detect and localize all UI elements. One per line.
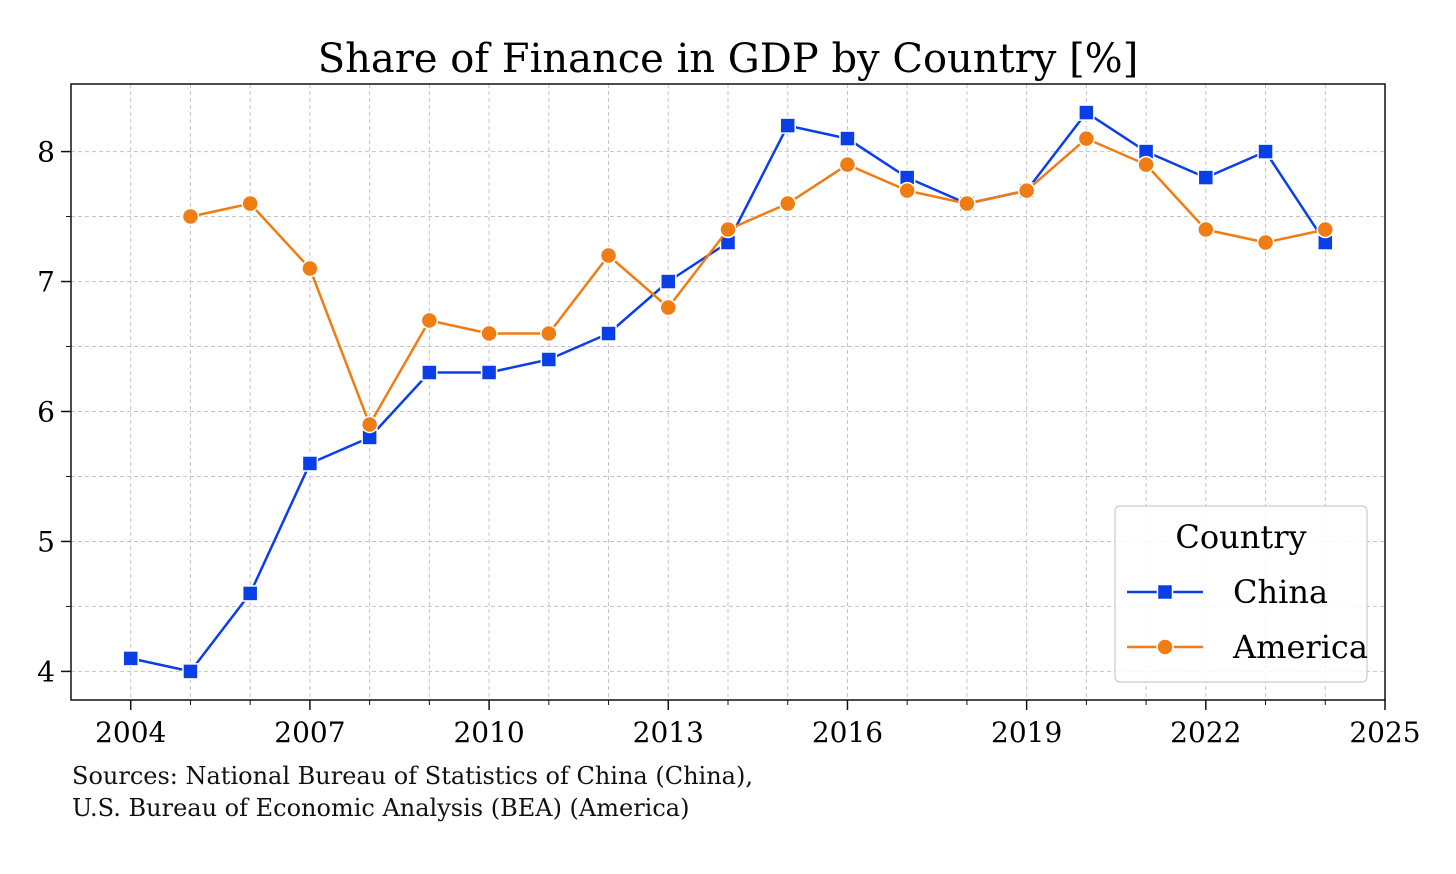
america-point [898, 181, 916, 200]
series-america [181, 129, 1335, 434]
legend-label: America [1232, 628, 1368, 666]
china-point [540, 351, 558, 368]
x-tick-label: 2013 [633, 716, 704, 749]
america-point [540, 324, 558, 343]
china-point [421, 364, 438, 381]
x-tick-label: 2010 [453, 716, 524, 749]
china-point [241, 585, 259, 602]
america-point [599, 246, 618, 265]
source-note: Sources: National Bureau of Statistics o… [72, 760, 753, 824]
china-point [480, 364, 498, 381]
america-point [1077, 129, 1096, 148]
y-tick-label: 5 [37, 525, 55, 558]
legend-label: China [1233, 573, 1328, 611]
china-point [779, 117, 796, 134]
america-point [1017, 181, 1036, 200]
x-tick-label: 2025 [1349, 716, 1420, 749]
america-point [360, 415, 379, 434]
america-point [958, 194, 976, 213]
series-layer [122, 104, 1335, 680]
legend-title: Country [1175, 518, 1306, 556]
china-point [1078, 104, 1095, 121]
legend-item-china: China [1127, 573, 1328, 611]
america-point [719, 220, 737, 239]
america-point [1256, 233, 1275, 252]
x-tick-label: 2004 [95, 716, 166, 749]
y-tick-label: 4 [37, 655, 55, 688]
china-point [301, 455, 319, 472]
america-point [659, 298, 678, 317]
america-point [778, 194, 797, 213]
legend-swatch-marker [1156, 583, 1174, 601]
y-tick-label: 8 [37, 136, 55, 169]
america-point [420, 311, 439, 330]
america-point [181, 207, 200, 226]
america-point [301, 259, 319, 278]
source-line-1: Sources: National Bureau of Statistics o… [72, 762, 753, 790]
america-point [1197, 220, 1215, 239]
legend-box [1114, 505, 1368, 683]
x-tick-label: 2016 [812, 716, 883, 749]
china-point [660, 273, 677, 290]
y-tick-label: 7 [37, 266, 55, 299]
legend: Country China America [1114, 505, 1368, 683]
x-tick-label: 2019 [991, 716, 1062, 749]
china-point [1257, 143, 1274, 160]
america-line [190, 137, 1326, 426]
source-line-2: U.S. Bureau of Economic Analysis (BEA) (… [72, 794, 690, 822]
america-point [838, 155, 857, 174]
legend-item-america: America [1127, 628, 1368, 666]
america-point [480, 324, 498, 343]
y-tick-label: 6 [37, 395, 55, 428]
x-tick-label: 2022 [1170, 716, 1241, 749]
x-tick-label: 2007 [274, 716, 345, 749]
china-point [182, 663, 199, 680]
china-point [1197, 169, 1215, 186]
america-point [1137, 155, 1155, 174]
series-china [122, 104, 1334, 680]
chart-title: Share of Finance in GDP by Country [%] [318, 36, 1139, 82]
china-point [122, 650, 139, 667]
axes: 2004 2007 2010 2013 2016 2019 2022 2025 4 5 6 7 8 [37, 83, 1421, 749]
america-point [1316, 220, 1335, 239]
america-point [241, 194, 259, 213]
china-point [839, 130, 856, 147]
china-point [600, 325, 617, 342]
legend-swatch-marker [1156, 638, 1174, 656]
